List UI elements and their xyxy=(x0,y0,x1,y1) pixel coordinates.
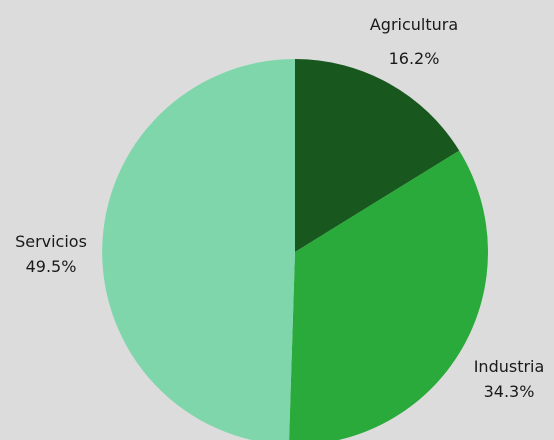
pie-slice-industria xyxy=(289,150,488,440)
slice-value-industria: 34.3% xyxy=(484,382,535,401)
slice-value-agricultura: 16.2% xyxy=(389,49,440,68)
labels-layer: Agricultura 16.2% Industria 34.3% Servicios 4… xyxy=(15,15,544,401)
pie-slice-servicios xyxy=(102,59,295,440)
pie-slice-agricultura xyxy=(295,59,460,252)
slice-label-servicios: Servicios xyxy=(15,232,87,251)
slice-value-servicios: 49.5% xyxy=(26,257,77,276)
slice-label-industria: Industria xyxy=(474,357,545,376)
slices-layer xyxy=(102,59,488,440)
slice-label-agricultura: Agricultura xyxy=(370,15,458,34)
